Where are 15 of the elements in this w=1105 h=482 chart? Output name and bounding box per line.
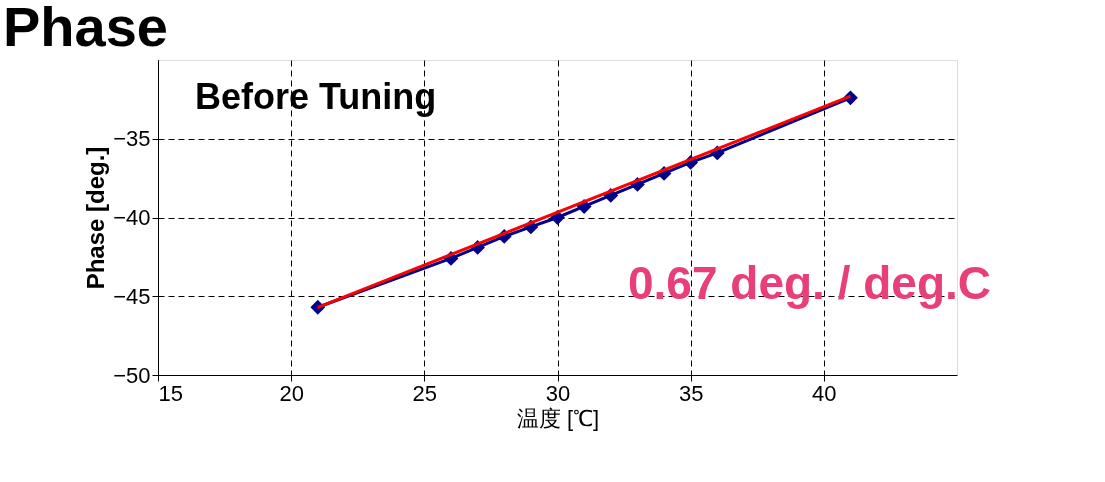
y-tick-label: −45 — [113, 283, 151, 309]
x-tick-label: 40 — [812, 380, 837, 406]
chart-title: Phase — [3, 0, 168, 58]
annotation: 0.67 deg. / deg.C — [628, 257, 991, 309]
x-tick-label: 20 — [279, 380, 304, 406]
x-tick-label: 25 — [412, 380, 438, 406]
x-tick-label: 35 — [678, 380, 704, 406]
x-axis-title: 温度 [℃] — [516, 405, 600, 431]
y-tick-label: −50 — [113, 362, 151, 388]
y-tick-label: −35 — [113, 126, 151, 152]
annotation: Before Tuning — [195, 76, 437, 117]
y-axis-title: Phase [deg.] — [82, 146, 110, 290]
y-tick-label: −40 — [113, 205, 151, 230]
x-tick-label: 15 — [158, 380, 183, 406]
x-tick-label: 30 — [545, 380, 571, 406]
